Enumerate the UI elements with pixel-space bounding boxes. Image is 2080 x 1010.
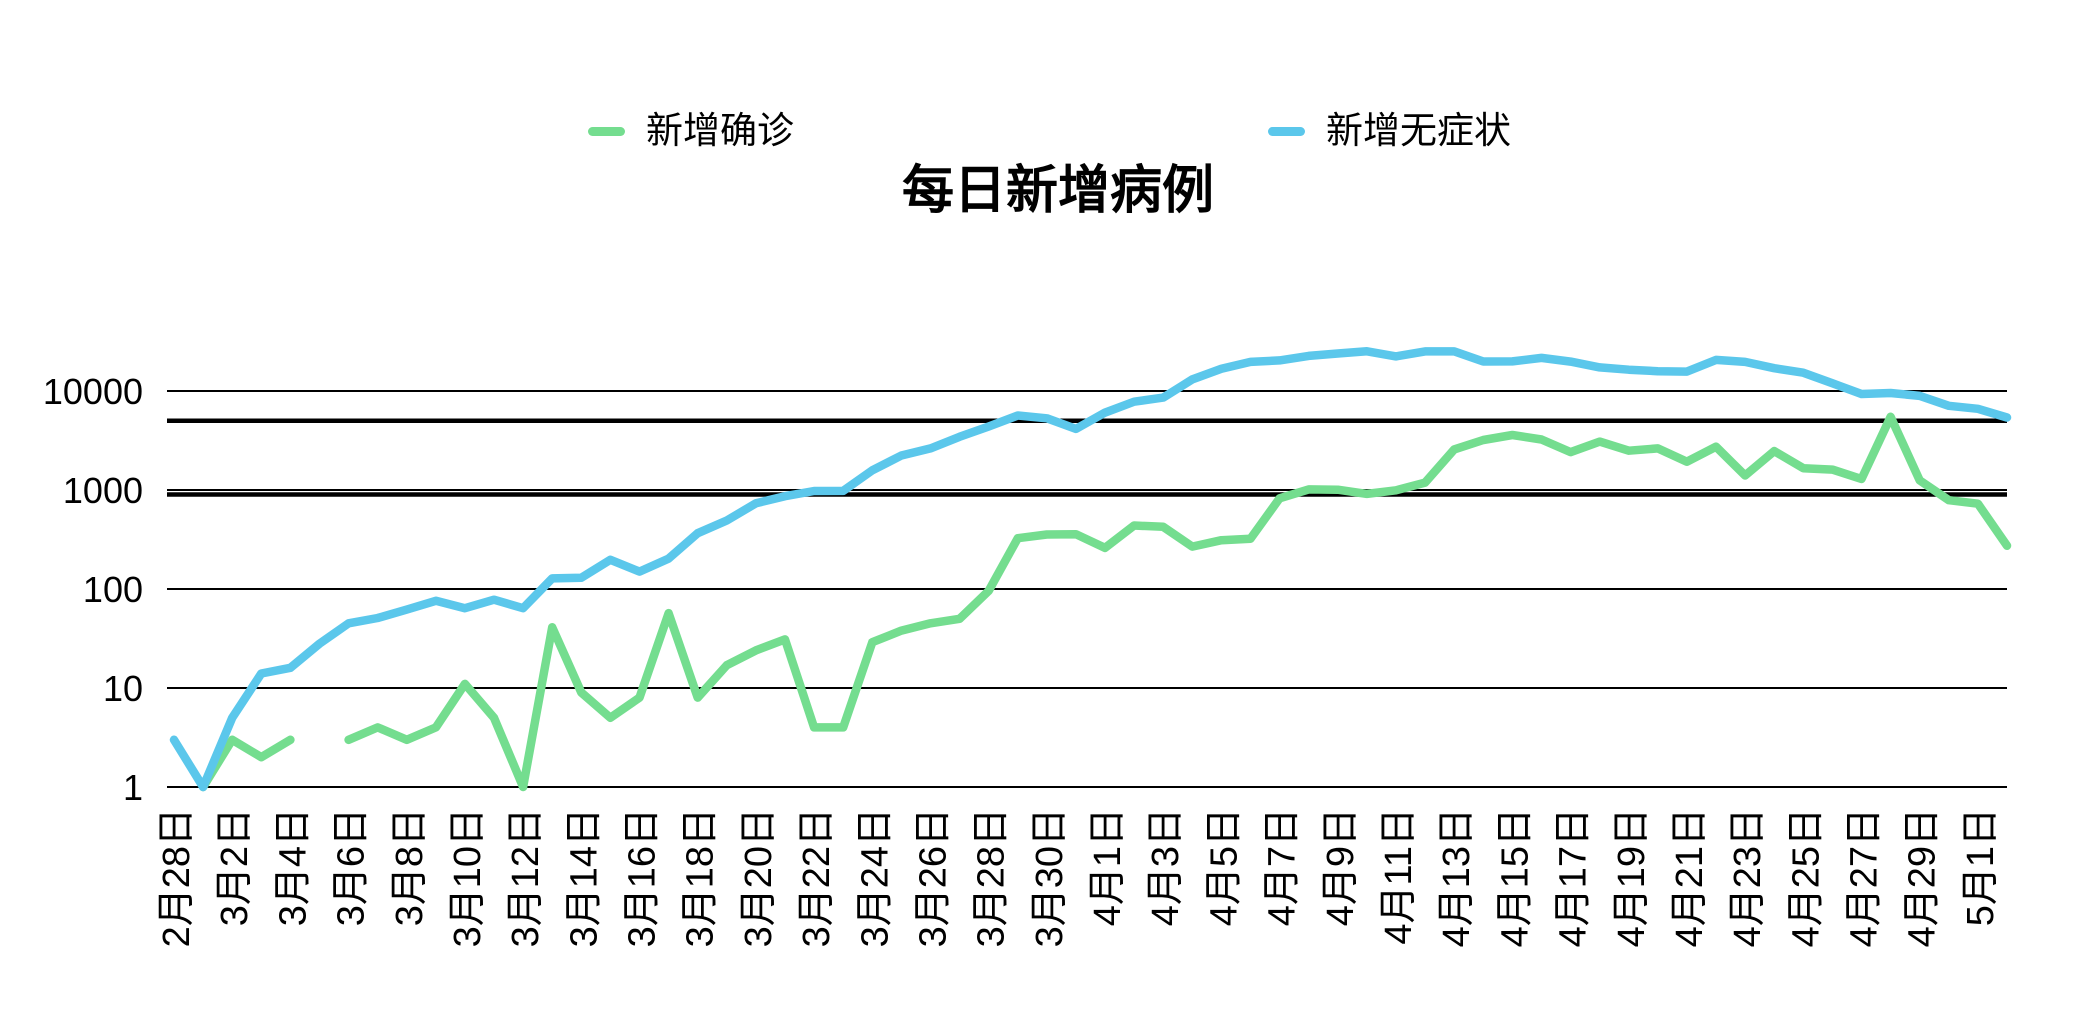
x-tick-label: 4月21日 (1669, 808, 1711, 947)
confirmed-legend-label: 新增确诊 (646, 110, 794, 151)
confirmed-line (198, 412, 2012, 792)
y-tick-label: 1000 (63, 470, 143, 511)
x-tick-label: 3月20日 (738, 808, 780, 947)
x-tick-label: 4月13日 (1436, 808, 1478, 947)
x-tick-label: 4月7日 (1262, 808, 1304, 926)
x-tick-label: 5月1日 (1960, 808, 2002, 926)
x-tick-label: 4月9日 (1320, 808, 1362, 926)
y-tick-label: 10 (103, 668, 143, 709)
x-tick-label: 3月26日 (912, 808, 954, 947)
x-tick-label: 4月17日 (1553, 808, 1595, 947)
x-tick-label: 4月29日 (1902, 808, 1944, 947)
x-tick-label: 3月22日 (796, 808, 838, 947)
x-tick-label: 3月6日 (331, 808, 373, 926)
legend-item-confirmed: 新增确诊 (588, 111, 794, 151)
x-tick-label: 4月3日 (1145, 808, 1187, 926)
asymptomatic-line (169, 347, 2012, 792)
x-tick-label: 3月30日 (1029, 808, 1071, 947)
x-tick-label: 3月4日 (272, 808, 314, 926)
x-tick-label: 4月1日 (1087, 808, 1129, 926)
x-tick-label: 4月27日 (1844, 808, 1886, 947)
x-tick-label: 3月24日 (854, 808, 896, 947)
x-tick-label: 4月5日 (1203, 808, 1245, 926)
x-tick-label: 3月14日 (563, 808, 605, 947)
x-tick-label: 3月28日 (971, 808, 1013, 947)
x-tick-label: 3月2日 (214, 808, 256, 926)
asymptomatic-legend-swatch (1268, 126, 1305, 136)
x-tick-label: 3月8日 (389, 808, 431, 926)
confirmed-legend-swatch (588, 126, 625, 136)
x-tick-label: 4月23日 (1727, 808, 1769, 947)
y-tick-label: 1 (123, 767, 143, 808)
y-tick-label: 10000 (43, 371, 143, 412)
x-tick-label: 3月10日 (447, 808, 489, 947)
x-tick-label: 3月12日 (505, 808, 547, 947)
chart-title: 每日新增病例 (901, 162, 1215, 220)
asymptomatic-legend-label: 新增无症状 (1326, 110, 1511, 151)
x-tick-label: 3月16日 (622, 808, 664, 947)
legend-item-asymptomatic: 新增无症状 (1268, 111, 1511, 151)
x-tick-label: 2月28日 (156, 808, 198, 947)
x-tick-label: 4月19日 (1611, 808, 1653, 947)
x-tick-label: 4月15日 (1494, 808, 1536, 947)
x-tick-label: 3月18日 (680, 808, 722, 947)
x-tick-label: 4月25日 (1785, 808, 1827, 947)
x-tick-label: 4月11日 (1378, 808, 1420, 945)
y-tick-label: 100 (83, 569, 143, 610)
